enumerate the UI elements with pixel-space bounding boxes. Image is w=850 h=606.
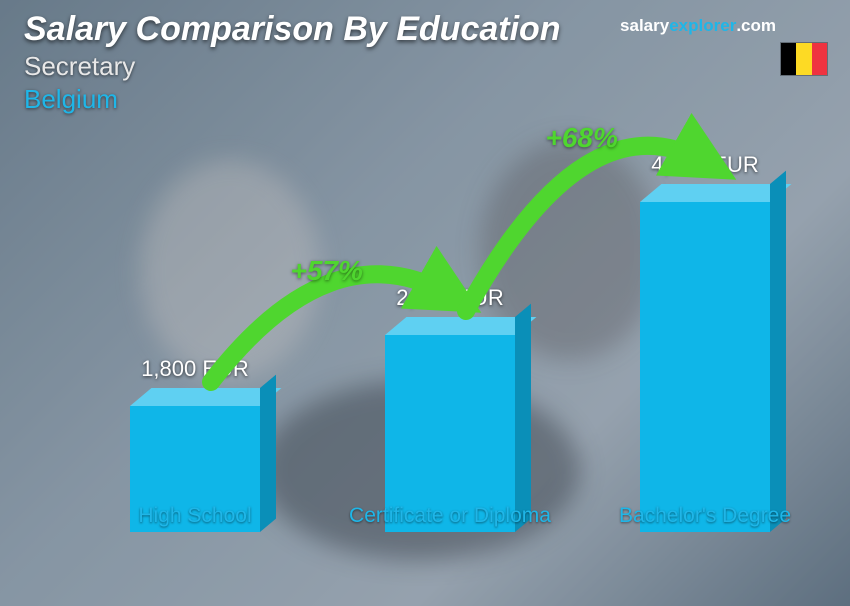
- bar-category-label: Bachelor's Degree: [595, 504, 815, 528]
- bar-category-label: High School: [85, 504, 305, 528]
- bar: 4,730 EUR: [640, 202, 770, 532]
- bar-category-label: Certificate or Diploma: [340, 504, 560, 528]
- bar-group: 2,820 EURCertificate or Diploma: [375, 335, 525, 532]
- flag-icon: [780, 42, 828, 76]
- brand-suffix: .com: [736, 16, 776, 35]
- bar-value-label: 1,800 EUR: [95, 356, 295, 382]
- subtitle-country: Belgium: [24, 84, 826, 115]
- bar-chart: 1,800 EURHigh School2,820 EURCertificate…: [40, 138, 800, 588]
- brand-label: salaryexplorer.com: [620, 16, 776, 36]
- flag-stripe: [812, 43, 827, 75]
- bar-value-label: 4,730 EUR: [605, 152, 805, 178]
- bar-top-face: [130, 388, 281, 406]
- percent-increase-label: +57%: [291, 255, 363, 287]
- flag-stripe: [796, 43, 811, 75]
- flag-stripe: [781, 43, 796, 75]
- bar-side-face: [515, 304, 531, 532]
- bar-group: 1,800 EURHigh School: [120, 406, 270, 532]
- brand-prefix: salary: [620, 16, 669, 35]
- brand-mid: explorer: [669, 16, 736, 35]
- bar: 2,820 EUR: [385, 335, 515, 532]
- bar-value-label: 2,820 EUR: [350, 285, 550, 311]
- bar-top-face: [385, 317, 536, 335]
- bar-side-face: [770, 171, 786, 532]
- subtitle-job: Secretary: [24, 51, 826, 82]
- bar-top-face: [640, 184, 791, 202]
- bar-group: 4,730 EURBachelor's Degree: [630, 202, 780, 532]
